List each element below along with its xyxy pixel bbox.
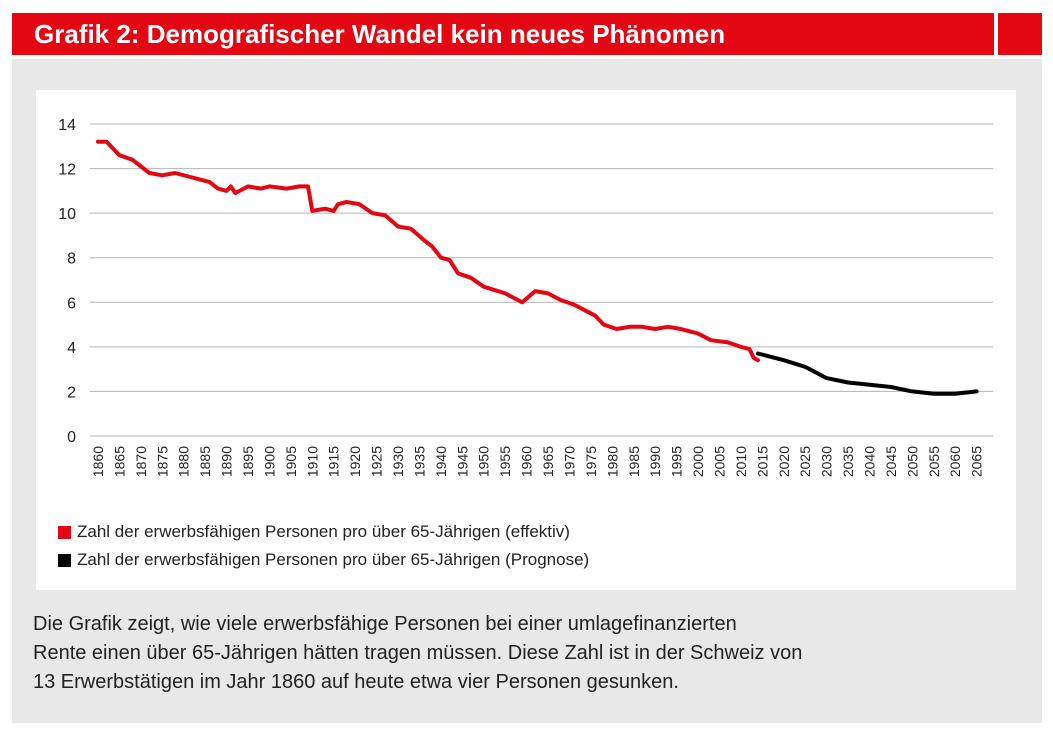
- x-tick-label-1945: 1945: [454, 446, 470, 477]
- x-tick-label-1995: 1995: [669, 446, 685, 477]
- y-tick-label-4: 4: [67, 340, 76, 357]
- caption-line-1: Die Grafik zeigt, wie viele erwerbsfähig…: [33, 610, 1023, 639]
- x-tick-label-1990: 1990: [647, 446, 663, 477]
- x-tick-label-1920: 1920: [347, 446, 363, 477]
- x-tick-label-2030: 2030: [819, 446, 835, 477]
- legend-item-effektiv: Zahl der erwerbsfähigen Personen pro übe…: [58, 522, 570, 542]
- x-tick-label-1940: 1940: [433, 446, 449, 477]
- x-tick-label-1965: 1965: [540, 446, 556, 477]
- x-tick-label-2015: 2015: [754, 446, 770, 477]
- x-tick-label-2000: 2000: [690, 446, 706, 477]
- y-tick-label-2: 2: [67, 384, 76, 401]
- y-tick-label-8: 8: [67, 251, 76, 268]
- x-tick-label-1900: 1900: [261, 446, 277, 477]
- x-tick-label-1935: 1935: [411, 446, 427, 477]
- x-tick-label-2050: 2050: [904, 446, 920, 477]
- x-tick-label-1930: 1930: [390, 446, 406, 477]
- x-tick-label-1885: 1885: [197, 446, 213, 477]
- x-tick-label-1860: 1860: [90, 446, 106, 477]
- x-tick-label-2025: 2025: [797, 446, 813, 477]
- x-tick-label-1960: 1960: [519, 446, 535, 477]
- x-tick-label-1905: 1905: [283, 446, 299, 477]
- x-tick-label-2020: 2020: [776, 446, 792, 477]
- x-tick-label-1980: 1980: [604, 446, 620, 477]
- x-tick-label-2065: 2065: [969, 446, 985, 477]
- caption-text: Die Grafik zeigt, wie viele erwerbsfähig…: [33, 610, 1023, 697]
- x-tick-label-1890: 1890: [219, 446, 235, 477]
- x-tick-label-2040: 2040: [861, 446, 877, 477]
- x-tick-label-1895: 1895: [240, 446, 256, 477]
- y-tick-label-12: 12: [58, 162, 76, 179]
- legend-item-prognose: Zahl der erwerbsfähigen Personen pro übe…: [58, 550, 589, 570]
- legend-swatch-red: [58, 526, 71, 539]
- x-tick-label-2045: 2045: [883, 446, 899, 477]
- x-tick-label-1865: 1865: [111, 446, 127, 477]
- series-line-effektiv: [98, 142, 758, 360]
- x-tick-label-1880: 1880: [176, 446, 192, 477]
- caption-line-3: 13 Erwerbstätigen im Jahr 1860 auf heute…: [33, 668, 1023, 697]
- legend-swatch-black: [58, 554, 71, 567]
- x-tick-label-1870: 1870: [133, 446, 149, 477]
- x-tick-label-1970: 1970: [561, 446, 577, 477]
- x-tick-label-1975: 1975: [583, 446, 599, 477]
- x-tick-label-1950: 1950: [476, 446, 492, 477]
- x-tick-label-1925: 1925: [369, 446, 385, 477]
- y-tick-label-6: 6: [67, 295, 76, 312]
- caption-line-2: Rente einen über 65-Jährigen hätten trag…: [33, 639, 1023, 668]
- x-tick-label-1955: 1955: [497, 446, 513, 477]
- x-tick-label-2010: 2010: [733, 446, 749, 477]
- y-tick-label-14: 14: [58, 117, 76, 134]
- x-tick-label-1985: 1985: [626, 446, 642, 477]
- legend-label-prognose: Zahl der erwerbsfähigen Personen pro übe…: [77, 550, 589, 570]
- x-tick-label-2060: 2060: [947, 446, 963, 477]
- y-tick-label-0: 0: [67, 429, 76, 446]
- x-tick-label-2055: 2055: [926, 446, 942, 477]
- x-tick-label-2035: 2035: [840, 446, 856, 477]
- y-tick-label-10: 10: [58, 206, 76, 223]
- x-tick-label-1910: 1910: [304, 446, 320, 477]
- x-tick-label-2005: 2005: [711, 446, 727, 477]
- x-tick-label-1915: 1915: [326, 446, 342, 477]
- series-line-prognose: [758, 354, 977, 394]
- legend-label-effektiv: Zahl der erwerbsfähigen Personen pro übe…: [77, 522, 570, 542]
- x-tick-label-1875: 1875: [154, 446, 170, 477]
